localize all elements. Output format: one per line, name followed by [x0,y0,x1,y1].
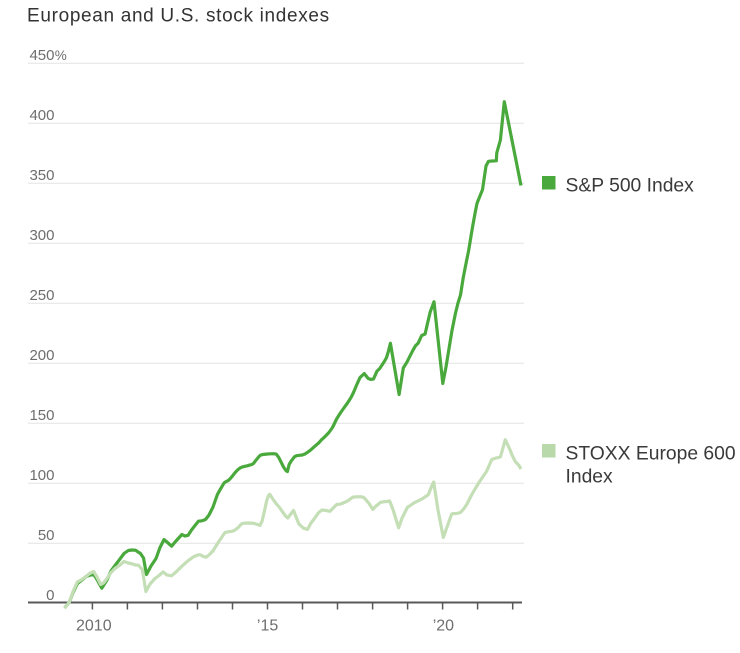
svg-text:2010: 2010 [76,617,112,634]
svg-text:European and U.S. stock indexe: European and U.S. stock indexes [27,5,330,26]
svg-text:400: 400 [29,107,54,124]
svg-text:450: 450 [29,47,54,64]
svg-text:Index: Index [566,466,614,487]
svg-text:350: 350 [29,167,54,184]
svg-text:150: 150 [29,407,54,424]
svg-text:200: 200 [29,347,54,364]
svg-text:S&P 500 Index: S&P 500 Index [566,175,695,196]
svg-text:’20: ’20 [433,617,454,634]
svg-text:50: 50 [38,527,55,544]
svg-text:300: 300 [29,227,54,244]
svg-text:250: 250 [29,287,54,304]
svg-text:’15: ’15 [257,617,278,634]
svg-text:STOXX Europe 600: STOXX Europe 600 [566,443,736,464]
svg-text:%: % [55,48,67,63]
svg-text:0: 0 [46,587,54,604]
svg-text:100: 100 [29,467,54,484]
